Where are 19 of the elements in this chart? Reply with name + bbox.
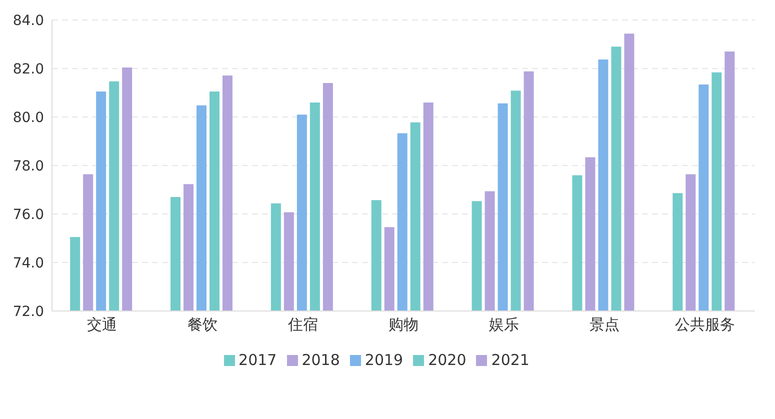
x-tick-label: 公共服务	[674, 316, 735, 334]
y-tick-label: 72.0	[12, 304, 44, 320]
x-tick-label: 购物	[388, 316, 418, 334]
legend-label: 2019	[364, 351, 404, 369]
x-tick-label: 餐饮	[188, 316, 218, 334]
y-tick-label: 74.0	[12, 255, 44, 272]
y-tick-label: 80.0	[12, 110, 44, 126]
legend-label: 2020	[428, 351, 466, 369]
y-tick-label: 76.0	[12, 206, 44, 223]
y-tick-label: 82.0	[12, 61, 44, 78]
x-tick-label: 住宿	[287, 316, 318, 334]
x-tick-label: 交通	[87, 316, 118, 334]
legend-label: 2018	[302, 351, 340, 369]
y-tick-label: 84.0	[12, 12, 44, 29]
x-tick-label: 景点	[589, 316, 620, 334]
legend-label: 2017	[238, 351, 277, 369]
x-tick-label: 娱乐	[488, 316, 519, 334]
legend-label: 2021	[491, 351, 530, 369]
y-tick-label: 78.0	[12, 158, 44, 174]
